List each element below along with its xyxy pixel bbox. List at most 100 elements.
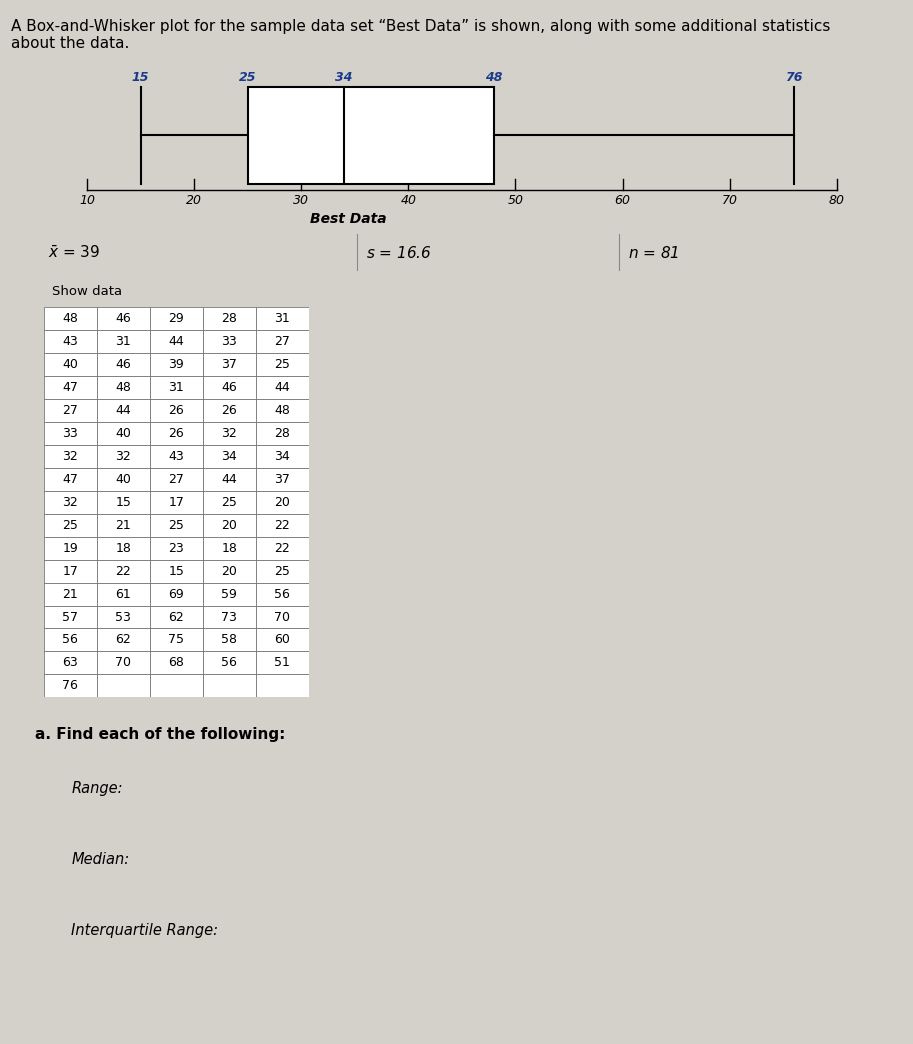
Bar xyxy=(203,583,256,606)
Text: 17: 17 xyxy=(168,496,184,508)
Text: 40: 40 xyxy=(115,473,131,485)
Bar xyxy=(150,651,203,674)
Bar xyxy=(203,399,256,422)
Bar xyxy=(97,307,150,330)
Bar xyxy=(247,87,494,184)
Text: 70: 70 xyxy=(274,611,290,623)
Bar xyxy=(150,353,203,376)
Text: 25: 25 xyxy=(274,565,290,577)
Bar xyxy=(150,560,203,583)
Text: 28: 28 xyxy=(221,312,237,325)
Text: 46: 46 xyxy=(115,312,131,325)
Text: 26: 26 xyxy=(168,404,184,417)
Text: 48: 48 xyxy=(274,404,290,417)
Bar xyxy=(150,422,203,445)
Bar xyxy=(203,560,256,583)
Text: 53: 53 xyxy=(115,611,131,623)
Text: 62: 62 xyxy=(115,634,131,646)
Bar xyxy=(203,606,256,628)
Text: 21: 21 xyxy=(115,519,131,531)
Bar xyxy=(97,606,150,628)
Bar xyxy=(150,491,203,514)
Bar xyxy=(150,606,203,628)
Text: 32: 32 xyxy=(62,450,79,462)
Bar xyxy=(203,651,256,674)
Text: 56: 56 xyxy=(274,588,290,600)
Text: 39: 39 xyxy=(168,358,184,371)
Bar xyxy=(256,606,309,628)
Text: 25: 25 xyxy=(274,358,290,371)
Text: 19: 19 xyxy=(62,542,79,554)
Text: 56: 56 xyxy=(62,634,79,646)
Text: 33: 33 xyxy=(62,427,79,440)
Bar xyxy=(97,353,150,376)
Text: 18: 18 xyxy=(221,542,237,554)
Text: 44: 44 xyxy=(115,404,131,417)
Text: 32: 32 xyxy=(221,427,237,440)
Text: 31: 31 xyxy=(115,335,131,348)
Bar xyxy=(203,628,256,651)
Bar xyxy=(203,445,256,468)
Bar xyxy=(150,399,203,422)
Bar xyxy=(256,514,309,537)
Text: 37: 37 xyxy=(274,473,290,485)
Bar xyxy=(97,537,150,560)
Bar xyxy=(256,560,309,583)
Bar xyxy=(203,674,256,697)
Bar xyxy=(256,307,309,330)
Bar xyxy=(256,491,309,514)
Text: 63: 63 xyxy=(62,657,79,669)
Text: 60: 60 xyxy=(614,193,631,207)
Text: 73: 73 xyxy=(221,611,237,623)
Bar xyxy=(44,537,97,560)
Bar xyxy=(256,422,309,445)
Text: 20: 20 xyxy=(186,193,202,207)
Text: 44: 44 xyxy=(274,381,290,394)
Text: 43: 43 xyxy=(62,335,79,348)
Text: 22: 22 xyxy=(274,542,290,554)
Bar xyxy=(97,330,150,353)
Bar xyxy=(203,307,256,330)
Bar xyxy=(203,353,256,376)
Text: 70: 70 xyxy=(115,657,131,669)
Text: 33: 33 xyxy=(221,335,237,348)
Bar xyxy=(97,468,150,491)
Bar xyxy=(44,422,97,445)
Text: 25: 25 xyxy=(62,519,79,531)
Bar xyxy=(44,628,97,651)
Bar xyxy=(44,307,97,330)
Bar xyxy=(44,445,97,468)
Bar xyxy=(150,468,203,491)
Text: 29: 29 xyxy=(168,312,184,325)
Bar xyxy=(256,399,309,422)
Bar xyxy=(97,422,150,445)
Text: 26: 26 xyxy=(168,427,184,440)
Text: 22: 22 xyxy=(274,519,290,531)
Text: 31: 31 xyxy=(168,381,184,394)
Text: 20: 20 xyxy=(221,519,237,531)
Bar xyxy=(44,468,97,491)
Bar xyxy=(97,628,150,651)
Bar xyxy=(44,376,97,399)
Bar xyxy=(44,514,97,537)
Bar xyxy=(97,674,150,697)
Text: 34: 34 xyxy=(274,450,290,462)
Text: 47: 47 xyxy=(62,381,79,394)
Text: 21: 21 xyxy=(62,588,79,600)
Text: 18: 18 xyxy=(115,542,131,554)
Text: 62: 62 xyxy=(168,611,184,623)
Bar xyxy=(44,560,97,583)
Text: Interquartile Range:: Interquartile Range: xyxy=(71,923,218,938)
Bar xyxy=(256,445,309,468)
Text: 20: 20 xyxy=(221,565,237,577)
Bar xyxy=(97,376,150,399)
Text: 27: 27 xyxy=(62,404,79,417)
Text: 23: 23 xyxy=(168,542,184,554)
Bar xyxy=(256,537,309,560)
Bar xyxy=(97,560,150,583)
Text: 37: 37 xyxy=(221,358,237,371)
Text: $\bar{x}$ = 39: $\bar{x}$ = 39 xyxy=(47,244,100,261)
Text: 76: 76 xyxy=(785,71,803,84)
Bar xyxy=(150,537,203,560)
Text: $s$ = 16.6: $s$ = 16.6 xyxy=(366,244,432,261)
